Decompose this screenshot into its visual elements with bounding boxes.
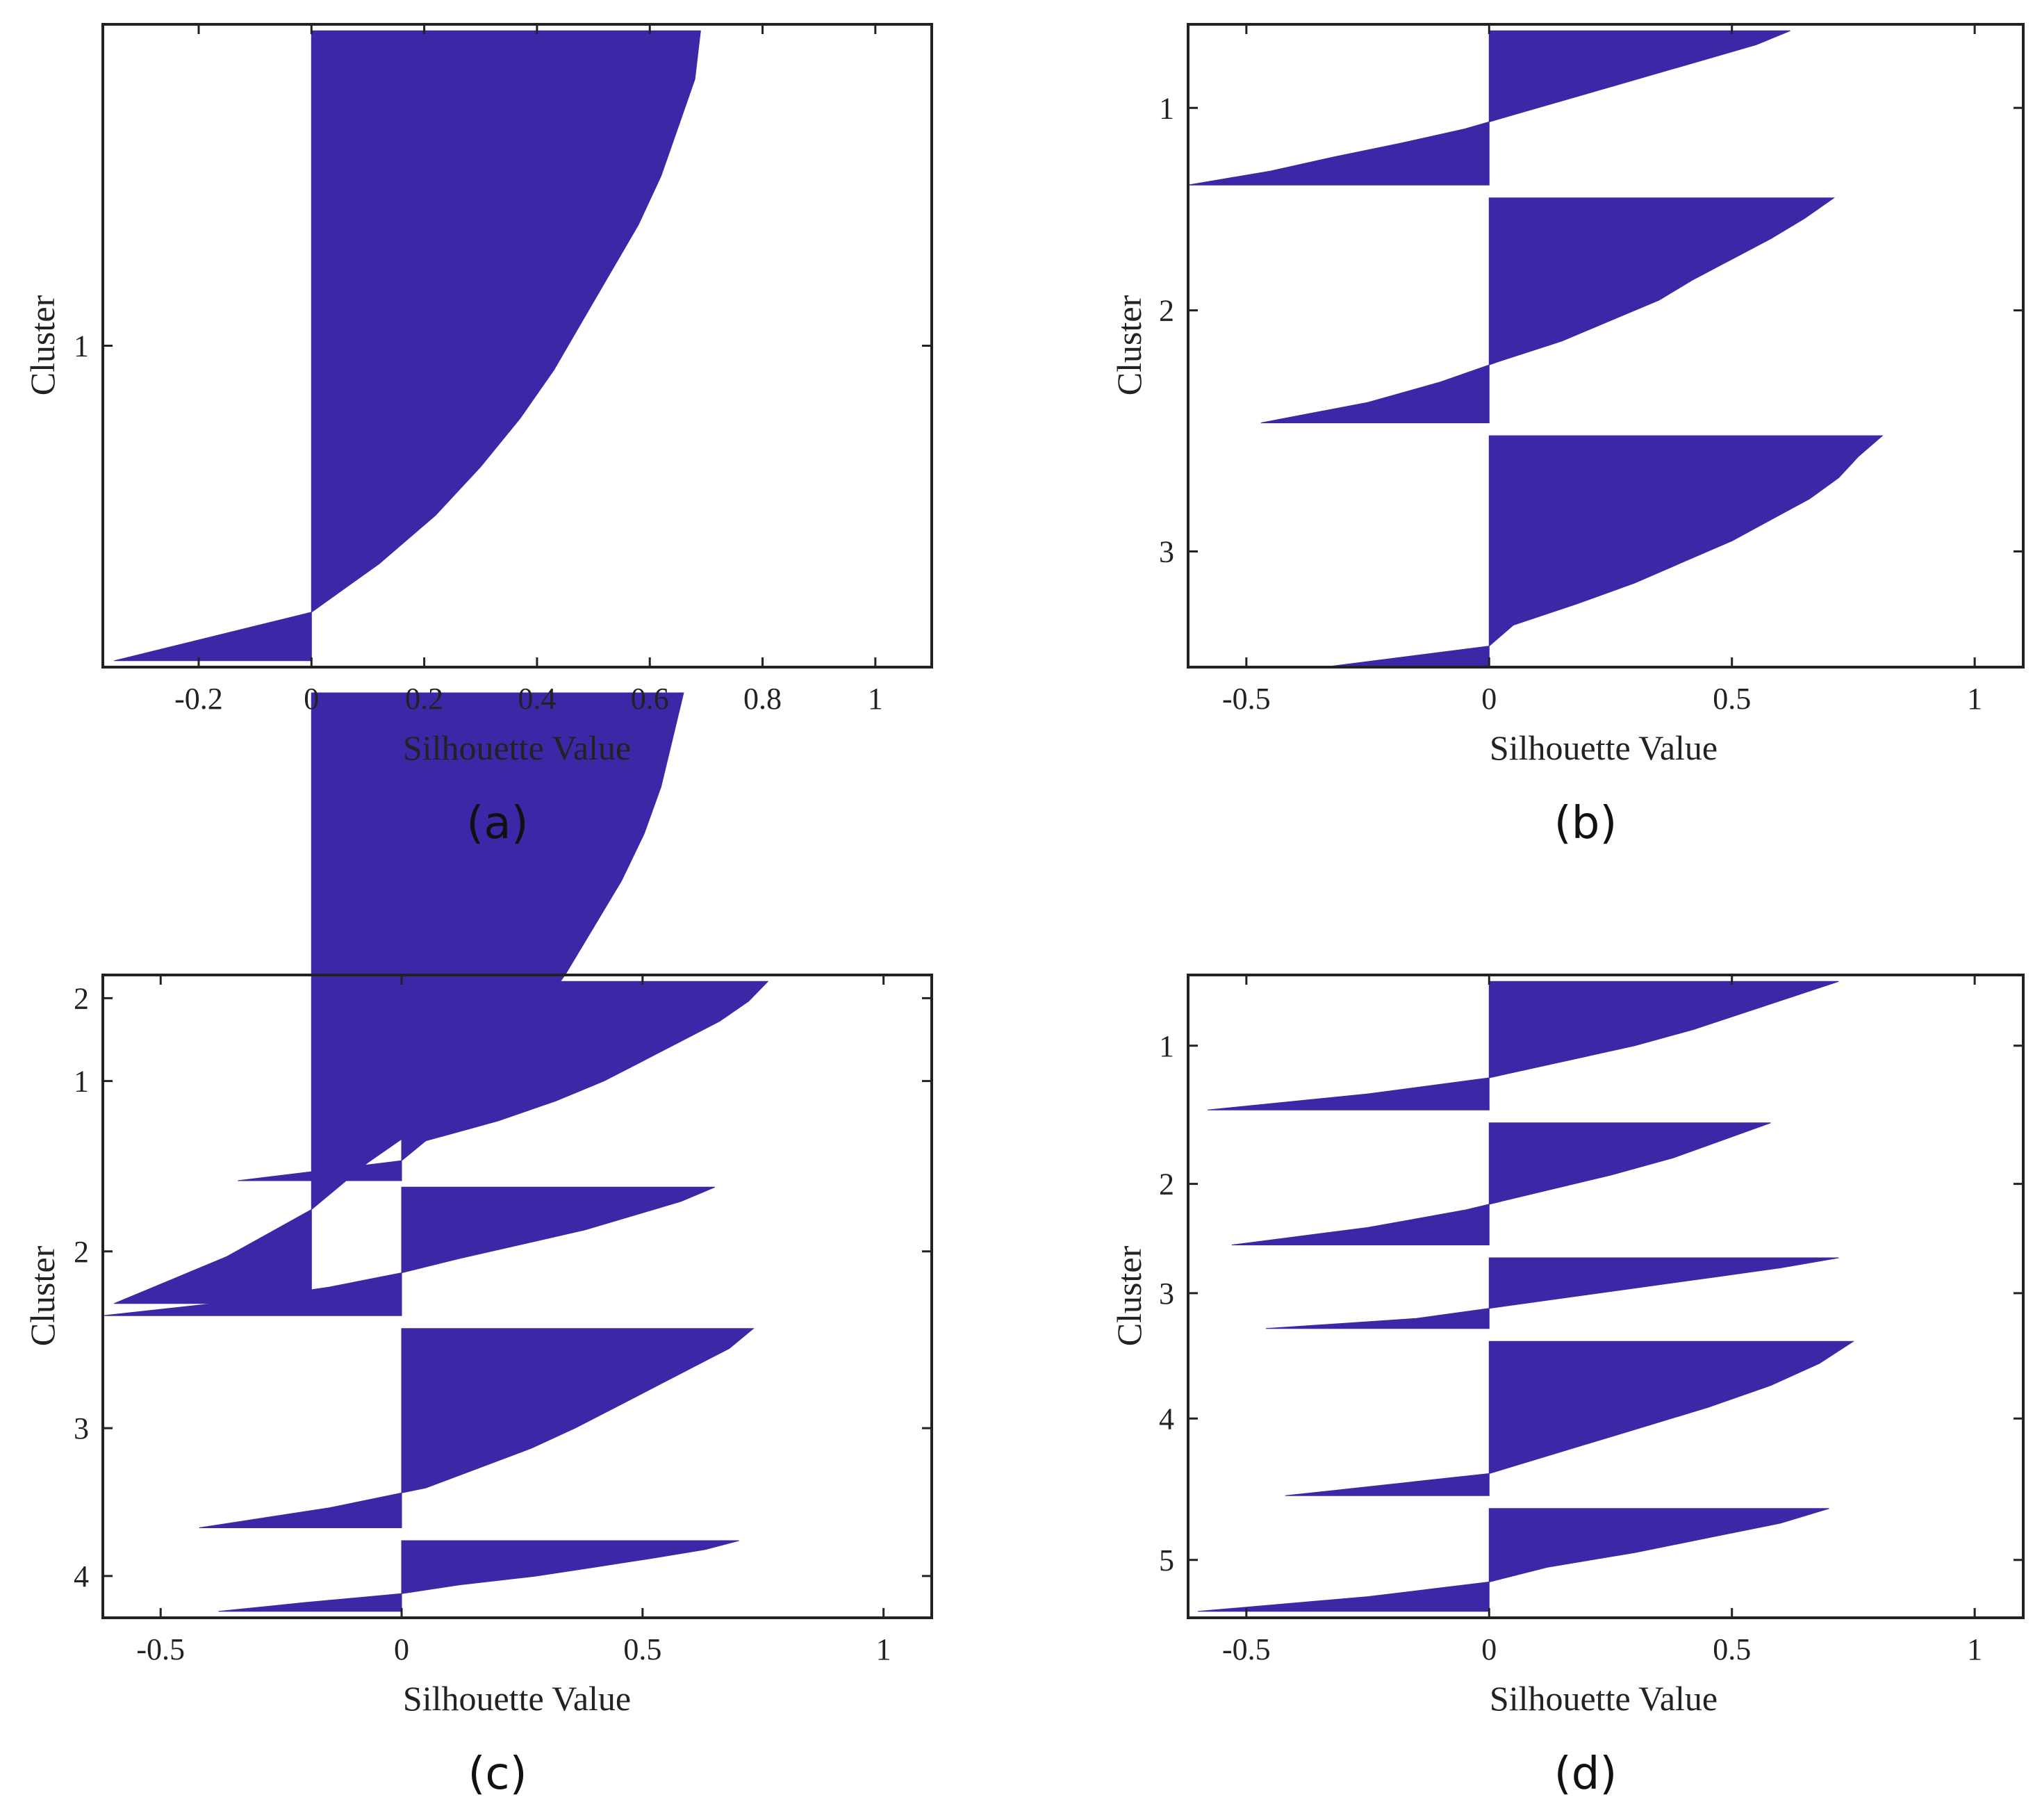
panel-d-xtick-label: 1 <box>1967 1632 1982 1666</box>
panel-c-cluster-1-silhouette <box>238 981 769 1181</box>
panel-d-ytick-label: 5 <box>1159 1543 1174 1577</box>
panel-d-cluster-1-silhouette <box>1207 981 1839 1110</box>
panel-c-frame <box>101 974 933 1619</box>
panel-a-yticks: 12 <box>74 329 932 1015</box>
panel-a-xtick-label: 0.2 <box>405 682 443 716</box>
panel-d-xlabel: Silhouette Value <box>1490 1679 1718 1718</box>
panel-d-cluster-4-silhouette <box>1285 1341 1855 1496</box>
panel-a-xlabel: Silhouette Value <box>403 728 631 767</box>
panel-a-ytick-label: 1 <box>74 329 89 363</box>
panel-d-xtick-label: 0.5 <box>1713 1632 1751 1666</box>
panel-d-ytick-label: 4 <box>1159 1402 1174 1436</box>
panel-d-ytick-label: 3 <box>1159 1277 1174 1311</box>
panel-b-ytick-label: 2 <box>1159 294 1174 328</box>
panel-c-caption: (c) <box>468 1748 527 1800</box>
panel-b-cluster-3-silhouette <box>1324 435 1884 668</box>
panel-a-xticks: -0.2 0 0.2 0.4 0.6 0.8 1 <box>174 24 883 716</box>
panel-b-xtick-label: 0 <box>1481 682 1497 716</box>
panel-a-xtick-label: 0.8 <box>743 682 782 716</box>
panel-d-caption: (d) <box>1554 1748 1617 1800</box>
panel-a-xtick-label: 0.4 <box>518 682 556 716</box>
panel-b-ylabel: Cluster <box>1110 295 1148 395</box>
panel-c-xtick-label: 1 <box>876 1632 891 1666</box>
panel-c-bars <box>102 981 769 1612</box>
panel-b-ytick-label: 3 <box>1159 535 1174 569</box>
panel-a-xtick-label: 1 <box>868 682 883 716</box>
panel-c-ytick-label: 1 <box>74 1065 89 1099</box>
panel-c-xtick-label: 0 <box>394 1632 409 1666</box>
panel-c-ytick-label: 2 <box>74 1235 89 1269</box>
panel-c-ytick-label: 4 <box>74 1559 89 1593</box>
panel-d-cluster-2-silhouette <box>1231 1122 1771 1245</box>
panel-b-xlabel: Silhouette Value <box>1490 728 1718 767</box>
panel-a-caption: (a) <box>466 798 528 849</box>
panel-d: -0.5 0 0.5 1 1 2 3 4 5 Silhouette Value Cluster… <box>1110 974 2025 1800</box>
panel-a: -0.2 0 0.2 0.4 0.6 0.8 1 12 Silhouette Value C… <box>23 23 933 1304</box>
panel-b-ytick-label: 1 <box>1159 91 1174 125</box>
panel-d-xticks: -0.5 0 0.5 1 <box>1222 975 1982 1666</box>
panel-d-cluster-3-silhouette <box>1265 1257 1839 1329</box>
panel-b-caption: (b) <box>1554 798 1617 849</box>
panel-a-ylabel: Cluster <box>23 295 62 395</box>
panel-b-bars <box>1187 30 1884 668</box>
panel-a-xtick-label: 0 <box>304 682 319 716</box>
panel-d-ytick-label: 1 <box>1159 1029 1174 1063</box>
panel-c-xlabel: Silhouette Value <box>403 1679 631 1718</box>
panel-b: -0.5 0 0.5 1 1 2 3 Silhouette Value Cluster (… <box>1110 23 2025 849</box>
panel-d-xtick-label: 0 <box>1481 1632 1497 1666</box>
panel-a-bars <box>114 30 701 1304</box>
panel-b-cluster-1-silhouette <box>1187 30 1790 186</box>
panel-b-xtick-label: -0.5 <box>1222 682 1271 716</box>
panel-d-ytick-label: 2 <box>1159 1167 1174 1202</box>
panel-d-bars <box>1197 981 1855 1612</box>
panel-b-cluster-2-silhouette <box>1260 197 1836 423</box>
panel-d-yticks: 1 2 3 4 5 <box>1159 1029 2023 1577</box>
panel-d-frame <box>1187 974 2025 1619</box>
panel-a-xtick-label: -0.2 <box>174 682 223 716</box>
panel-c-xtick-label: -0.5 <box>136 1632 185 1666</box>
panel-b-frame <box>1187 23 2025 669</box>
panel-a-xtick-label: 0.6 <box>631 682 669 716</box>
panel-b-xtick-label: 0.5 <box>1713 682 1751 716</box>
panel-c-cluster-4-silhouette <box>218 1540 739 1612</box>
panel-a-ytick-label: 2 <box>74 981 89 1015</box>
panel-b-xticks: -0.5 0 0.5 1 <box>1222 24 1982 716</box>
panel-c-xtick-label: 0.5 <box>623 1632 661 1666</box>
panel-c-ylabel: Cluster <box>23 1245 62 1346</box>
panel-a-cluster-1-silhouette <box>114 30 701 662</box>
panel-c-xticks: -0.5 0 0.5 1 <box>136 975 891 1666</box>
panel-b-xtick-label: 1 <box>1967 682 1982 716</box>
panel-d-ylabel: Cluster <box>1110 1245 1148 1346</box>
panel-b-yticks: 1 2 3 <box>1159 91 2023 569</box>
panel-c-ytick-label: 3 <box>74 1411 89 1445</box>
panel-d-xtick-label: -0.5 <box>1222 1632 1271 1666</box>
panel-d-cluster-5-silhouette <box>1197 1508 1829 1612</box>
panel-c-cluster-3-silhouette <box>199 1328 755 1528</box>
panel-c-yticks: 1 2 3 4 <box>74 1065 932 1593</box>
